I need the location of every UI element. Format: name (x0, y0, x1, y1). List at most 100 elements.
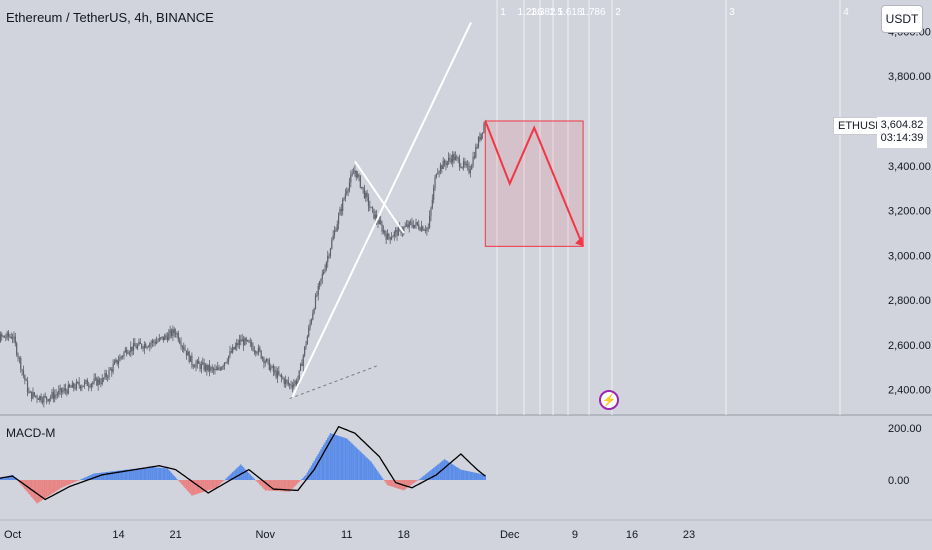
candle-body (453, 154, 455, 161)
macd-histogram-bar (393, 480, 395, 488)
candle-body (200, 363, 203, 370)
macd-histogram-bar (287, 480, 290, 492)
macd-histogram-bar (333, 434, 336, 480)
candle-body (230, 351, 232, 353)
candle-body (25, 379, 27, 381)
candle-body (439, 165, 442, 172)
candle-body (88, 385, 90, 387)
macd-histogram-bar (63, 480, 65, 487)
candle-body (203, 362, 205, 371)
macd-histogram-bar (337, 435, 340, 480)
symbol-title: Ethereum / TetherUS, 4h, BINANCE (6, 10, 214, 25)
candle-body (424, 230, 427, 231)
macd-histogram-bar (55, 480, 57, 492)
macd-histogram-bar (404, 480, 406, 490)
candle-body (270, 367, 272, 370)
candle-body (83, 381, 86, 386)
macd-histogram-bar (58, 480, 60, 490)
candle-body (20, 358, 22, 370)
candle-body (145, 344, 147, 348)
candle-body (385, 234, 387, 240)
macd-histogram-bar (356, 448, 359, 480)
lightning-alert-icon[interactable]: ⚡ (599, 390, 619, 410)
candle-body (469, 169, 471, 174)
candle-body (130, 346, 132, 353)
candle-body (344, 193, 346, 199)
candle-body (206, 365, 208, 371)
macd-histogram-bar (390, 480, 393, 487)
candle-body (1, 334, 3, 337)
time-axis-tick: Nov (255, 529, 275, 541)
dashed-ray-drawing (289, 364, 380, 400)
candle-body (467, 164, 469, 166)
macd-histogram-bar (294, 480, 296, 487)
candle-body (37, 398, 40, 400)
macd-histogram-bar (123, 469, 125, 480)
macd-histogram-bar (424, 474, 427, 480)
macd-histogram-bar (259, 480, 261, 485)
candle-body (176, 333, 178, 335)
macd-histogram-bar (263, 480, 265, 489)
candle-body (441, 165, 443, 170)
macd-indicator-label[interactable]: MACD-M (6, 426, 56, 440)
macd-histogram-bar (139, 468, 141, 480)
macd-histogram-bar (252, 477, 254, 480)
candle-body (479, 137, 481, 140)
candle-body (213, 368, 215, 371)
macd-histogram-bar (350, 442, 352, 480)
candle-body (366, 192, 368, 197)
macd-histogram-bar (187, 480, 189, 492)
macd-histogram-bar (325, 440, 328, 480)
time-axis-tick: Oct (4, 529, 21, 541)
candle-body (223, 362, 226, 366)
candle-body (458, 159, 461, 167)
macd-histogram-bar (422, 476, 424, 480)
macd-histogram-bar (443, 459, 446, 480)
macd-histogram-bar (3, 476, 6, 480)
macd-histogram-bar (117, 470, 120, 480)
macd-histogram-bar (112, 471, 114, 480)
macd-histogram-bar (106, 471, 109, 480)
candle-body (81, 386, 83, 389)
macd-histogram-bar (245, 470, 247, 480)
macd-histogram-bar (176, 478, 178, 480)
candle-body (393, 232, 395, 237)
candle-body (475, 146, 477, 158)
candle-body (426, 227, 428, 231)
candle-body (123, 352, 125, 357)
candle-body (226, 361, 228, 363)
macd-histogram-bar (223, 480, 226, 481)
macd-histogram-bar (332, 434, 334, 480)
macd-histogram-bar (173, 475, 175, 480)
macd-histogram-bar (2, 477, 4, 480)
macd-histogram-bar (40, 480, 42, 501)
macd-histogram-bar (392, 480, 394, 487)
candle-body (308, 327, 310, 337)
macd-histogram-bar (396, 480, 398, 489)
currency-button[interactable]: USDT (881, 5, 923, 33)
macd-histogram-bar (166, 468, 169, 480)
candle-body (483, 123, 485, 133)
candle-body (139, 341, 141, 344)
macd-histogram-bar (434, 466, 436, 480)
macd-histogram-bar (306, 472, 309, 480)
candle-body (411, 222, 413, 226)
candle-body (155, 341, 158, 344)
macd-histogram-bar (435, 465, 438, 480)
macd-histogram-bar (178, 480, 181, 482)
macd-histogram-bar (174, 477, 177, 480)
candle-body (149, 343, 151, 347)
macd-histogram-bar (244, 468, 246, 480)
candle-body (24, 375, 26, 380)
macd-histogram-bar (457, 467, 459, 480)
macd-histogram-bar (430, 470, 432, 480)
macd-histogram-bar (71, 480, 74, 484)
candle-body (304, 346, 306, 356)
candle-body (306, 336, 308, 345)
candle-body (431, 199, 433, 208)
macd-histogram-bar (370, 461, 372, 480)
macd-histogram-bar (418, 479, 420, 481)
macd-histogram-bar (237, 467, 239, 480)
candle-body (116, 359, 118, 364)
